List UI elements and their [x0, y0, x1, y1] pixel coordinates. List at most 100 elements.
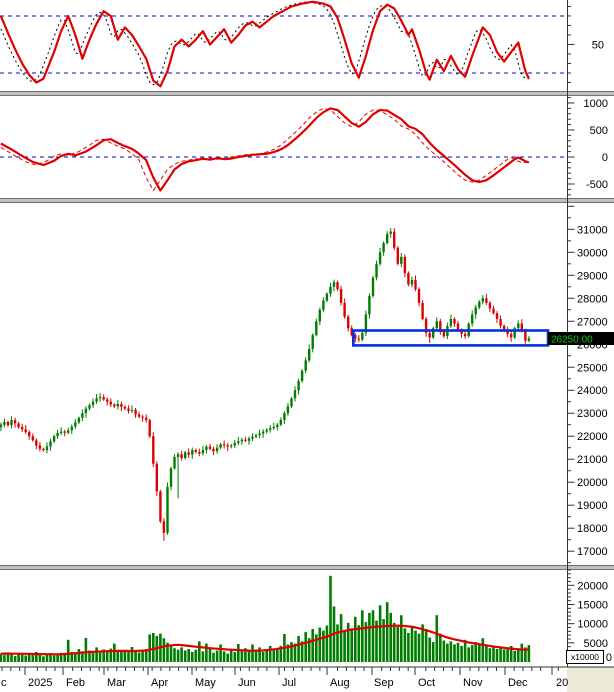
candle-body — [332, 282, 336, 287]
candle-body — [98, 397, 102, 399]
price-axis-label: 27000 — [577, 316, 608, 328]
volume-bar — [229, 649, 233, 662]
candle-body — [6, 422, 10, 426]
volume-bar — [392, 622, 396, 662]
volume-bar — [162, 638, 166, 662]
volume-ma-line — [0, 624, 529, 656]
volume-multiplier-box — [566, 650, 604, 664]
volume-bar — [315, 634, 318, 662]
price-axis-label: 21000 — [577, 454, 608, 466]
volume-bar — [272, 650, 276, 662]
candle-body — [481, 298, 484, 302]
volume-bar — [137, 652, 141, 662]
price-axis-label: 23000 — [577, 408, 608, 420]
volume-bar — [346, 622, 350, 662]
candle-body — [269, 428, 272, 430]
volume-bar — [449, 641, 453, 662]
candle-body — [102, 397, 105, 400]
price-axis-label: 28000 — [577, 293, 608, 305]
volume-bar — [52, 655, 56, 662]
volume-bar — [141, 650, 144, 662]
time-axis-label: Dec — [508, 677, 528, 689]
candle-body — [417, 289, 421, 303]
candle-body — [84, 408, 88, 414]
volume-axis-label: 20000 — [577, 580, 608, 592]
volume-bar — [350, 628, 353, 662]
candle-body — [407, 273, 410, 285]
volume-bar — [424, 629, 428, 662]
volume-bar — [442, 640, 446, 662]
volume-bar — [152, 632, 155, 662]
volume-bar — [495, 649, 499, 662]
candle-body — [194, 450, 197, 452]
volume-bar — [336, 624, 339, 662]
volume-bar — [382, 619, 385, 662]
volume-bar — [24, 655, 27, 662]
price-axis-label: 29000 — [577, 270, 608, 282]
panel-splitter[interactable] — [0, 198, 614, 203]
volume-series — [0, 575, 531, 663]
volume-bar — [403, 628, 407, 662]
candle-body — [371, 277, 375, 296]
volume-bar — [311, 629, 314, 662]
time-axis-label: Sep — [374, 677, 394, 689]
volume-bar — [74, 653, 77, 662]
panel-splitter[interactable] — [0, 91, 614, 96]
candle-body — [191, 450, 194, 455]
volume-bar — [180, 647, 183, 662]
volume-bar — [318, 627, 322, 662]
volume-bar — [485, 645, 488, 662]
volume-bar — [286, 644, 290, 662]
volume-bar — [502, 649, 506, 662]
candle-body — [357, 338, 360, 340]
candle-body — [279, 420, 282, 425]
stoch-axis-label: 50 — [592, 39, 604, 51]
volume-bar — [467, 647, 470, 662]
candle-body — [456, 323, 460, 331]
macd-panel — [0, 107, 567, 192]
volume-bar — [169, 645, 173, 662]
candle-body — [152, 436, 155, 464]
panel-splitter[interactable] — [0, 565, 614, 570]
volume-bar — [513, 650, 516, 662]
time-axis-label: Mar — [107, 677, 126, 689]
candle-body — [169, 468, 173, 487]
volume-bar — [208, 649, 212, 662]
candle-body — [247, 438, 251, 441]
volume-bar — [400, 615, 403, 662]
time-axis-label: Feb — [66, 677, 85, 689]
candle-body — [421, 302, 424, 319]
volume-bar — [17, 652, 20, 662]
volume-bar — [456, 642, 460, 662]
volume-panel — [0, 575, 531, 663]
time-axis-label: Oct — [418, 677, 435, 689]
candle-body — [240, 439, 244, 442]
time-axis: c 2025 Feb Mar Apr May Jun Jul Aug Sep Oct Nov Dec 20 — [0, 666, 614, 692]
candle-body — [45, 446, 49, 451]
volume-bar — [276, 648, 279, 662]
volume-bar — [463, 639, 467, 662]
candle-body — [219, 444, 222, 448]
candle-body — [70, 426, 73, 431]
volume-axis-label: 15000 — [577, 600, 608, 612]
candle-body — [42, 448, 45, 450]
volume-bar — [446, 643, 449, 662]
volume-bar — [354, 616, 357, 662]
candle-body — [230, 445, 233, 447]
volume-bar — [322, 630, 325, 662]
volume-bar — [63, 654, 66, 662]
volume-bar — [509, 645, 513, 662]
volume-bar — [191, 652, 194, 662]
candle-body — [56, 433, 59, 437]
candle-body — [95, 398, 98, 402]
candle-body — [265, 429, 268, 432]
volume-bar — [215, 650, 219, 662]
stochastic-panel — [0, 0, 567, 88]
volume-bar — [105, 651, 109, 662]
candle-body — [283, 413, 286, 421]
svg-text:26250.00: 26250.00 — [551, 335, 593, 346]
candle-body — [137, 414, 141, 417]
candle-body — [286, 406, 290, 414]
volume-bar — [407, 632, 410, 662]
